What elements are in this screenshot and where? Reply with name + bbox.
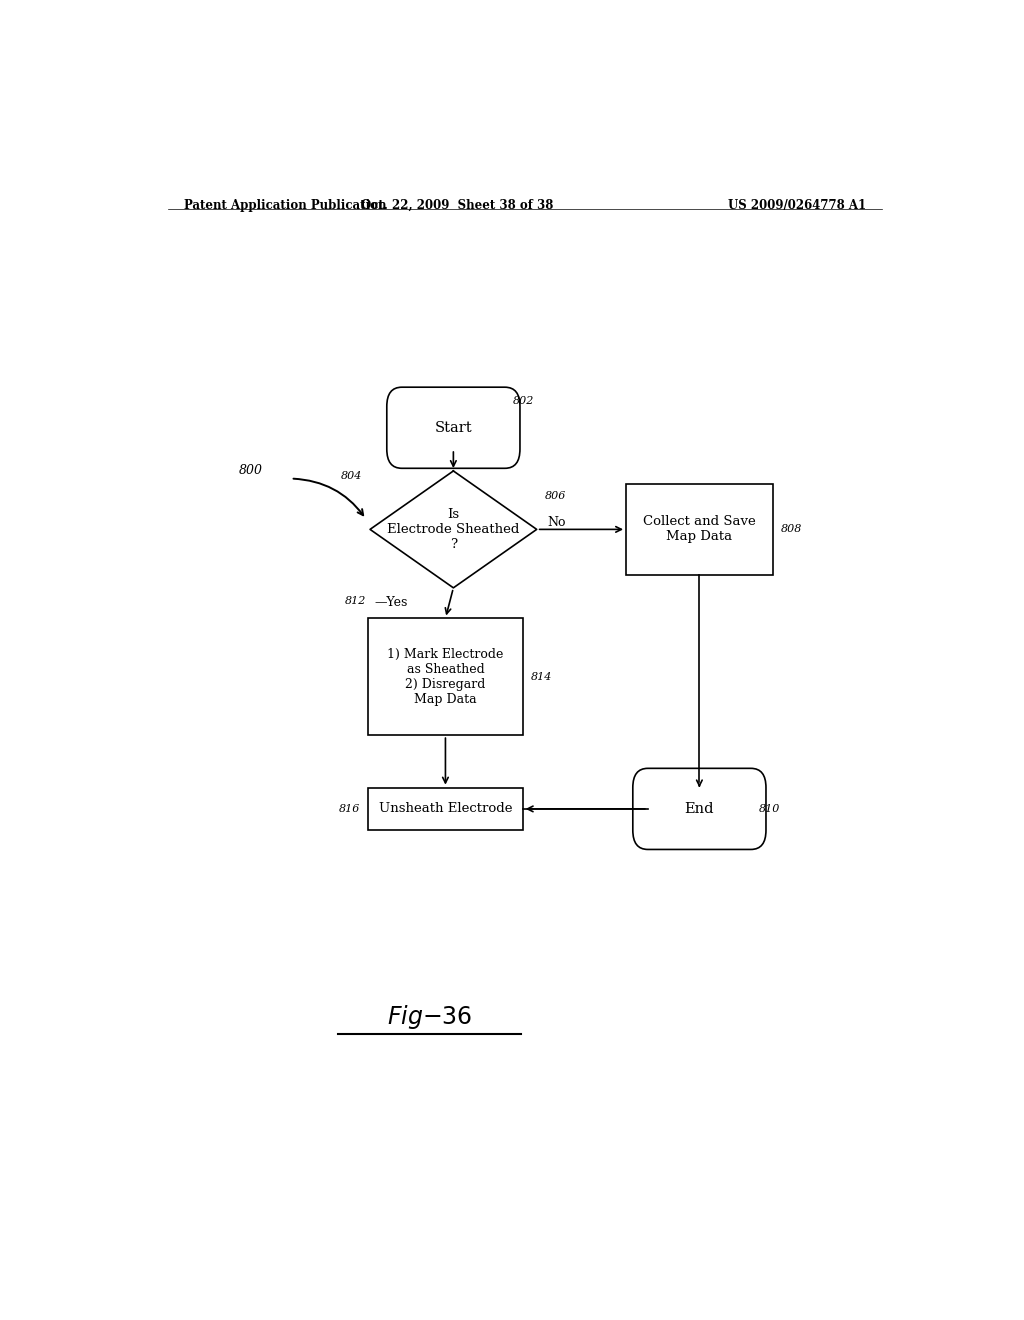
Text: 806: 806 [545,491,566,500]
Text: —Yes: —Yes [374,595,408,609]
FancyBboxPatch shape [633,768,766,850]
Polygon shape [370,471,537,587]
Text: Is
Electrode Sheathed
?: Is Electrode Sheathed ? [387,508,519,550]
FancyBboxPatch shape [626,483,773,576]
FancyBboxPatch shape [368,618,523,735]
Text: 804: 804 [341,471,362,480]
Text: Unsheath Electrode: Unsheath Electrode [379,803,512,816]
Text: 1) Mark Electrode
as Sheathed
2) Disregard
Map Data: 1) Mark Electrode as Sheathed 2) Disrega… [387,648,504,706]
Text: 816: 816 [339,804,360,814]
Text: 812: 812 [345,595,367,606]
Text: Start: Start [434,421,472,434]
Text: 814: 814 [530,672,552,681]
Text: No: No [547,516,565,529]
Text: 800: 800 [239,463,263,477]
Text: Collect and Save
Map Data: Collect and Save Map Data [643,515,756,544]
Text: Oct. 22, 2009  Sheet 38 of 38: Oct. 22, 2009 Sheet 38 of 38 [361,199,554,213]
Text: US 2009/0264778 A1: US 2009/0264778 A1 [728,199,866,213]
Text: 810: 810 [759,804,780,814]
FancyBboxPatch shape [387,387,520,469]
FancyBboxPatch shape [368,788,523,830]
Text: Patent Application Publication: Patent Application Publication [183,199,386,213]
Text: 808: 808 [780,524,802,535]
Text: End: End [685,801,714,816]
Text: $\mathit{Fig}$$-$$36$: $\mathit{Fig}$$-$$36$ [387,1003,472,1031]
Text: 802: 802 [513,396,535,407]
